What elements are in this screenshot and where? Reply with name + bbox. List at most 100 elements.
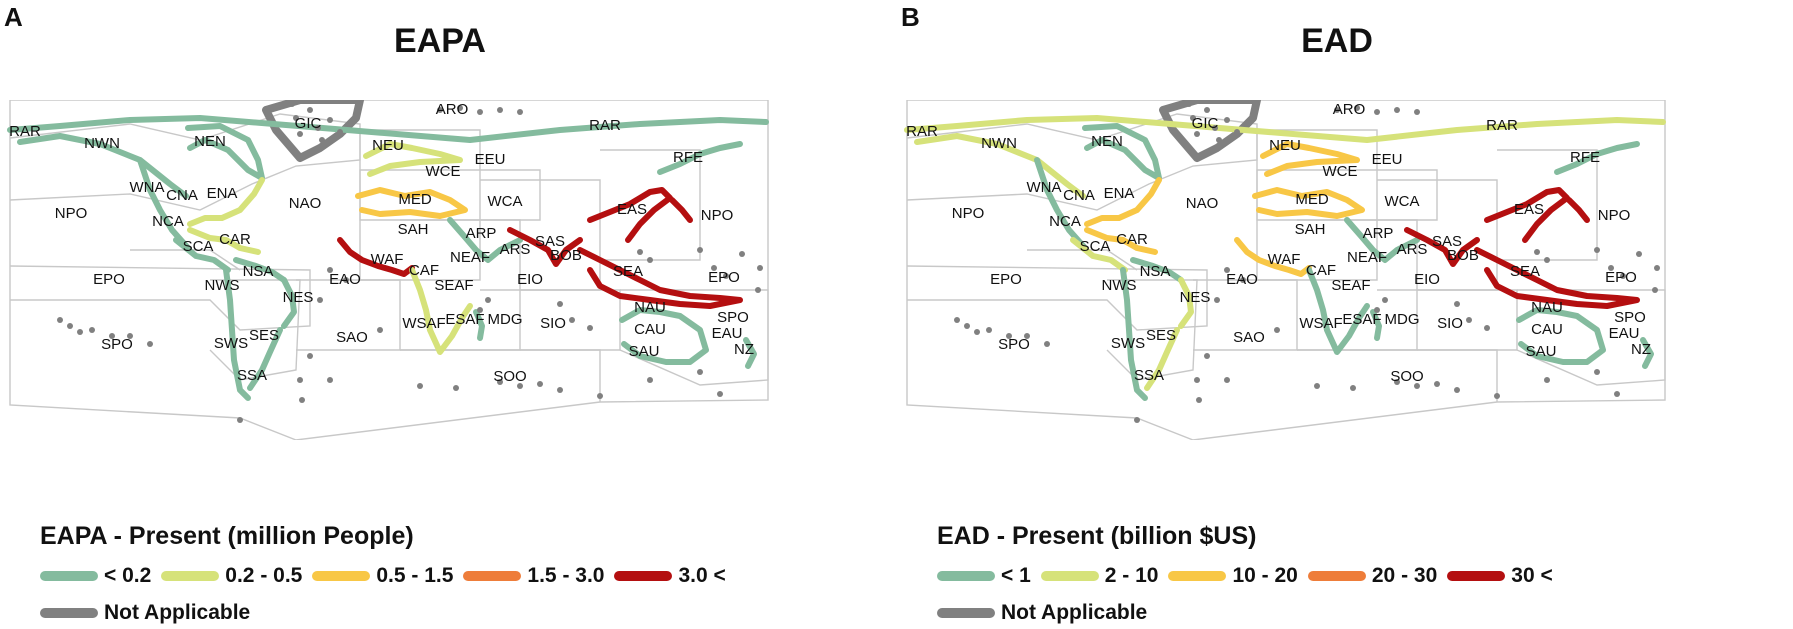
island-dot — [327, 117, 333, 123]
region-label: MDG — [1385, 311, 1420, 328]
island-dot — [1394, 379, 1400, 385]
island-dot — [299, 397, 305, 403]
island-dot — [1194, 377, 1200, 383]
legend-swatch — [463, 571, 522, 581]
island-dot — [327, 267, 333, 273]
region-label: SSA — [1134, 367, 1164, 384]
region-label: CNA — [166, 187, 198, 204]
island-dot — [1654, 265, 1660, 271]
region-label: MED — [398, 191, 432, 208]
coastline-segment — [173, 237, 231, 273]
island-dot — [1190, 115, 1196, 121]
island-dot — [1334, 107, 1340, 113]
region-label: SOO — [493, 368, 526, 385]
region-label: SIO — [540, 315, 566, 332]
region-boundary — [1256, 129, 1378, 281]
island-dot — [1204, 353, 1210, 359]
island-dot — [1608, 265, 1614, 271]
greenland-outline — [262, 100, 364, 162]
coastline-segment — [1070, 237, 1128, 273]
island-dot — [1006, 333, 1012, 339]
region-label: EPO — [93, 271, 125, 288]
region-label: SEA — [1510, 263, 1540, 280]
region-label: NES — [1180, 289, 1211, 306]
region-boundary — [1027, 249, 1138, 271]
legend-swatch — [40, 608, 98, 618]
region-label: EEU — [475, 151, 506, 168]
region-label: EAO — [1226, 271, 1258, 288]
island-dot — [557, 301, 563, 307]
island-dot — [537, 381, 543, 387]
island-dot — [1354, 105, 1360, 111]
coastline-segment — [577, 247, 743, 309]
coastline-segment — [1484, 187, 1570, 243]
region-label: EAO — [329, 271, 361, 288]
island-dot — [1494, 393, 1500, 399]
island-dot — [1374, 109, 1380, 115]
island-dot — [1224, 377, 1230, 383]
region-label: ARS — [500, 241, 531, 258]
coastline-segment — [187, 227, 261, 255]
island-dot — [1134, 417, 1140, 423]
island-dot — [1434, 381, 1440, 387]
region-label: RAR — [1486, 117, 1518, 134]
island-dot — [337, 129, 343, 135]
region-label: EPO — [1605, 269, 1637, 286]
coastline-segment — [657, 141, 743, 175]
region-boundary — [359, 129, 481, 281]
island-dot — [109, 333, 115, 339]
region-label: EAS — [617, 201, 647, 218]
island-dot — [293, 115, 299, 121]
island-dot — [1044, 341, 1050, 347]
island-dot — [697, 369, 703, 375]
island-dot — [1484, 325, 1490, 331]
coastline-segment — [1130, 257, 1184, 283]
region-label: CAU — [634, 321, 666, 338]
coastline-segment — [137, 157, 191, 251]
island-dot — [1244, 121, 1250, 127]
region-label: SOO — [1390, 368, 1423, 385]
region-label: CNA — [1063, 187, 1095, 204]
region-label: SAS — [1432, 233, 1462, 250]
panel-letter: A — [4, 2, 23, 32]
region-boundary — [1106, 279, 1198, 381]
island-dot — [1382, 297, 1388, 303]
island-dot — [517, 109, 523, 115]
region-label: NEAF — [1347, 249, 1387, 266]
region-label: CAF — [1306, 262, 1336, 279]
island-dot — [237, 417, 243, 423]
island-dot — [147, 341, 153, 347]
region-label: NEAF — [450, 249, 490, 266]
island-dot — [517, 383, 523, 389]
region-label: RFE — [1570, 149, 1600, 166]
island-dot — [1620, 273, 1626, 279]
region-label: NEN — [194, 133, 226, 150]
island-dot — [315, 125, 321, 131]
region-label: NZ — [1631, 341, 1651, 358]
island-dot — [647, 377, 653, 383]
island-dot — [1224, 117, 1230, 123]
legend-swatch — [1307, 571, 1366, 581]
coastline-segment — [363, 141, 463, 177]
region-label: NAO — [1186, 195, 1219, 212]
legend-label: 1.5 - 3.0 — [527, 564, 605, 587]
legend-swatch — [937, 571, 995, 581]
coastline-segment — [1084, 177, 1162, 227]
region-label: SIO — [1437, 315, 1463, 332]
legend-swatch — [937, 608, 995, 618]
coastline-segment — [507, 227, 583, 267]
legend-item: < 1 — [937, 564, 1031, 588]
panel-title: EAPA — [394, 22, 486, 60]
coastline-segment — [669, 197, 693, 223]
coastline-segment — [1306, 267, 1370, 355]
region-label: NPO — [1598, 207, 1631, 224]
legend-label: 0.2 - 0.5 — [225, 564, 303, 587]
region-label: EAS — [1514, 201, 1544, 218]
island-dot — [57, 317, 63, 323]
region-label: GIC — [295, 115, 322, 132]
island-dot — [1454, 301, 1460, 307]
island-dot — [569, 317, 575, 323]
island-dot — [127, 333, 133, 339]
region-label: EPO — [708, 269, 740, 286]
region-label: ENA — [207, 185, 238, 202]
